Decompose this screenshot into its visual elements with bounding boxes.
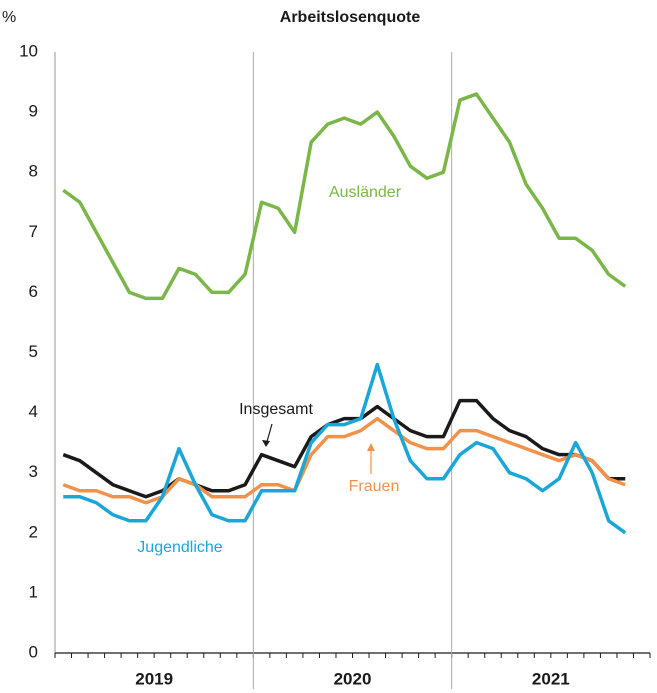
y-tick-label: 7 xyxy=(29,222,38,241)
y-tick-label: 5 xyxy=(29,342,38,361)
series-line xyxy=(62,398,626,499)
series-line xyxy=(63,362,627,535)
x-group-label: 2019 xyxy=(135,669,173,688)
y-tick-label: 4 xyxy=(29,402,38,421)
y-tick-label: 1 xyxy=(29,582,38,601)
series-line xyxy=(62,416,626,505)
y-axis-label: % xyxy=(2,9,16,26)
series-label: Ausländer xyxy=(329,184,402,201)
chart-title: Arbeitslosenquote xyxy=(280,9,421,26)
series-label: Frauen xyxy=(349,478,400,495)
arrow-head xyxy=(262,440,270,447)
arrow-head xyxy=(367,443,375,451)
x-group-label: 2020 xyxy=(334,669,372,688)
y-tick-label: 3 xyxy=(29,462,38,481)
series-line xyxy=(62,92,627,301)
x-group-label: 2021 xyxy=(532,669,570,688)
y-tick-label: 0 xyxy=(29,642,38,661)
y-tick-label: 9 xyxy=(29,102,38,121)
series-label: Insgesamt xyxy=(239,401,313,418)
series-label: Jugendliche xyxy=(137,539,223,556)
y-tick-label: 2 xyxy=(29,522,38,541)
y-tick-label: 8 xyxy=(29,162,38,181)
y-tick-label: 10 xyxy=(19,41,38,60)
y-tick-label: 6 xyxy=(29,282,38,301)
